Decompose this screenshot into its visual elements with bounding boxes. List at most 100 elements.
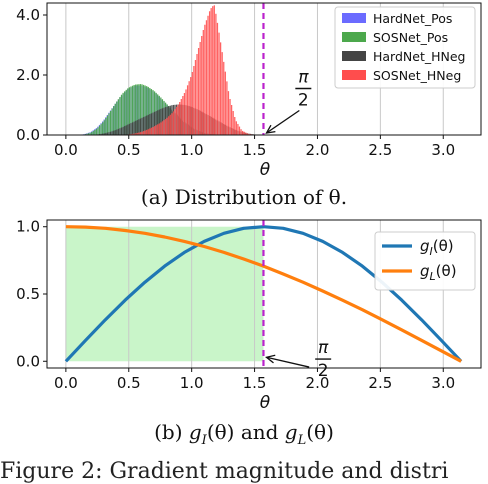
- chart-b-ytick-label: 1.0: [16, 218, 40, 236]
- hist-bar: [182, 96, 183, 135]
- caption-b-term-gi: gI(θ): [189, 420, 235, 444]
- legend-label-SOSNet_Pos: SOSNet_Pos: [373, 30, 448, 45]
- hist-bar: [240, 129, 241, 135]
- hist-bar: [127, 125, 128, 135]
- hist-bar: [118, 129, 119, 135]
- chart-b-xtick-label: 2.5: [368, 374, 392, 392]
- hist-bar: [111, 109, 112, 135]
- chart-b-ytick-label: 0.0: [16, 352, 40, 370]
- hist-bar: [162, 121, 163, 135]
- hist-bar: [119, 128, 120, 135]
- hist-bar: [181, 99, 182, 135]
- hist-bar: [97, 128, 98, 135]
- hist-bar: [222, 52, 223, 135]
- legend-label-gL: gL(θ): [420, 262, 457, 283]
- hist-bar: [96, 129, 97, 135]
- hist-bar: [111, 131, 112, 135]
- hist-bar: [231, 105, 232, 135]
- hist-bar: [154, 126, 155, 135]
- hist-bar: [115, 130, 116, 135]
- hist-bar: [196, 54, 197, 135]
- hist-bar: [211, 8, 212, 135]
- hist-bar: [236, 121, 237, 135]
- hist-bar: [200, 42, 201, 135]
- chart-a-ytick-label: 2.0: [16, 66, 40, 84]
- chart-b-xtick-label: 0.5: [117, 374, 141, 392]
- figure-caption-partial: Figure 2: Gradient magnitude and distri: [0, 459, 488, 484]
- hist-bar: [110, 111, 111, 135]
- chart-a-xtick-label: 0.0: [54, 141, 78, 159]
- hist-bar: [100, 124, 101, 135]
- hist-bar: [223, 62, 224, 135]
- chart-a-xtick-label: 1.0: [180, 141, 204, 159]
- hist-bar: [163, 120, 164, 135]
- hist-bar: [135, 121, 136, 135]
- hist-bar: [239, 127, 240, 135]
- hist-bar: [171, 113, 172, 135]
- hist-bar: [176, 107, 177, 135]
- hist-bar: [225, 72, 226, 135]
- hist-bar: [113, 106, 114, 135]
- hist-bar: [152, 127, 153, 135]
- chart-a-legend: HardNet_Pos SOSNet_Pos HardNet_HNeg SOSNet_…: [335, 7, 475, 88]
- hist-bar: [212, 6, 213, 135]
- legend-swatch-HardNet_HNeg: [342, 51, 366, 61]
- hist-bar: [218, 33, 219, 135]
- hist-bar: [113, 131, 114, 135]
- hist-bar: [187, 85, 188, 135]
- hist-bar: [233, 111, 234, 135]
- hist-bar: [234, 117, 235, 135]
- hist-bar: [149, 128, 150, 135]
- hist-bar: [214, 5, 215, 135]
- hist-bar: [116, 130, 117, 135]
- hist-bar: [122, 127, 123, 135]
- hist-bar: [159, 123, 160, 135]
- chart-a-xtick-label: 0.5: [117, 141, 141, 159]
- caption-b-gl-sub: L: [298, 433, 307, 448]
- legend-label-HardNet_Pos: HardNet_Pos: [373, 11, 452, 26]
- hist-bar: [143, 131, 144, 135]
- hist-bar: [124, 126, 125, 135]
- hist-bar: [228, 91, 229, 135]
- caption-b: (b) gI(θ) and g L (θ): [0, 420, 488, 448]
- hist-bar: [93, 131, 94, 135]
- legend-label-SOSNet_HNeg: SOSNet_HNeg: [373, 68, 461, 83]
- hist-bar: [105, 118, 106, 135]
- caption-b-prefix: (b): [154, 420, 189, 444]
- legend-label-f: g: [420, 237, 430, 255]
- hist-bar: [229, 99, 230, 135]
- hist-bar: [170, 115, 171, 135]
- hist-bar: [94, 130, 95, 135]
- hist-bar: [121, 128, 122, 135]
- chart-a-xtick-label: 2.0: [306, 141, 330, 159]
- caption-b-gi-arg: (θ): [207, 420, 235, 444]
- hist-bar: [185, 89, 186, 135]
- chart-b-pi-label-num: π: [318, 338, 329, 358]
- legend-swatch-SOSNet_Pos: [342, 32, 366, 42]
- hist-bar: [178, 105, 179, 135]
- hist-bar: [146, 130, 147, 135]
- hist-bar: [130, 123, 131, 135]
- hist-bar: [151, 128, 152, 135]
- caption-b-gi-f: g: [189, 420, 202, 444]
- hist-bar: [167, 118, 168, 135]
- chart-a-xtick-label: 2.5: [368, 141, 392, 159]
- legend-label-HardNet_HNeg: HardNet_HNeg: [373, 49, 465, 64]
- chart-a-pi-arrow-head: [266, 125, 275, 133]
- hist-bar: [237, 124, 238, 135]
- legend-label-arg: (θ): [433, 237, 454, 255]
- caption-b-and: and: [234, 420, 284, 444]
- hist-bar: [108, 113, 109, 135]
- chart-b-xtick-label: 3.0: [431, 374, 455, 392]
- hist-bar: [184, 93, 185, 135]
- hist-bar: [206, 20, 207, 135]
- hist-bar: [144, 131, 145, 136]
- shaded-region: [66, 227, 264, 362]
- hist-bar: [132, 122, 133, 135]
- hist-bar: [193, 66, 194, 135]
- hist-bar: [107, 116, 108, 135]
- hist-bar: [217, 23, 218, 135]
- hist-bar: [126, 125, 127, 135]
- chart-b-xtick-label: 1.0: [180, 374, 204, 392]
- chart-b-xlabel: θ: [260, 393, 271, 413]
